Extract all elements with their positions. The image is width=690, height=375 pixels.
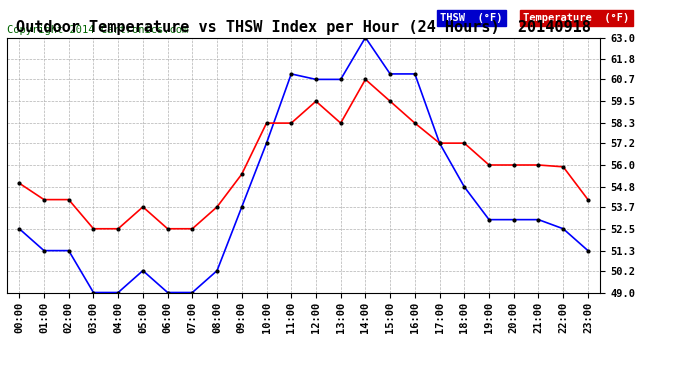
- Text: Copyright 2014 Cartronics.com: Copyright 2014 Cartronics.com: [7, 25, 188, 35]
- Text: THSW  (°F): THSW (°F): [440, 13, 502, 23]
- Text: Temperature  (°F): Temperature (°F): [523, 13, 629, 23]
- Title: Outdoor Temperature vs THSW Index per Hour (24 Hours)  20140918: Outdoor Temperature vs THSW Index per Ho…: [16, 20, 591, 35]
